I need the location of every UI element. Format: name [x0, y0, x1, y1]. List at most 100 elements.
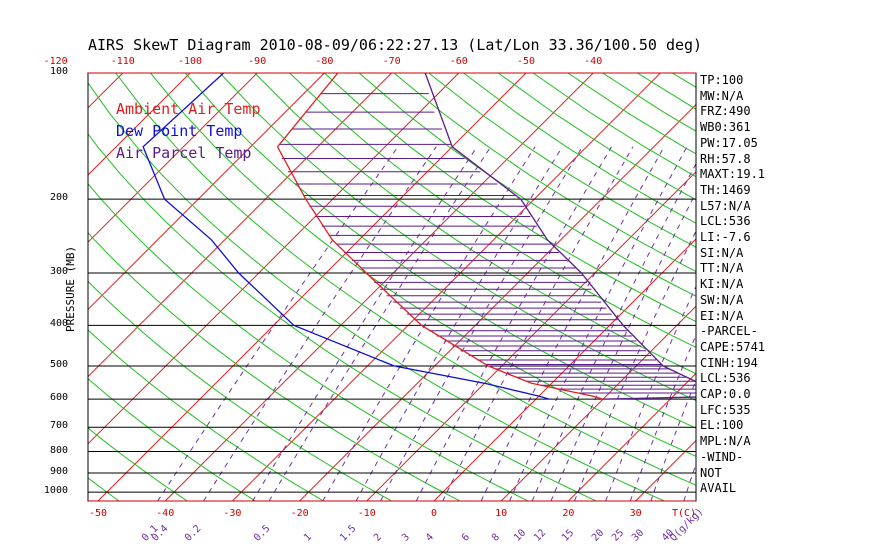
pressure-tick-label: 500	[49, 358, 68, 370]
stat-item: SW:N/A	[700, 292, 744, 307]
dry-adiabat-line	[358, 73, 696, 297]
pressure-tick-label: 900	[49, 465, 68, 477]
stat-item: WB0:361	[700, 120, 751, 135]
top-temp-tick-label: -60	[449, 56, 468, 67]
stat-item: LCL:536	[700, 214, 751, 229]
stat-item: L57:N/A	[700, 198, 751, 213]
dry-adiabat-line	[88, 427, 188, 501]
dry-adiabat-line	[115, 73, 696, 486]
pressure-tick-label: 100	[49, 66, 68, 77]
mixing-ratio-line	[355, 146, 563, 501]
top-temp-tick-label: -80	[315, 56, 334, 67]
isotherm-line	[88, 73, 124, 109]
stat-item: EI:N/A	[700, 308, 744, 323]
stat-item: TP:100	[700, 73, 744, 87]
dry-adiabat-line	[88, 82, 665, 501]
legend-parcel-label: Air Parcel Temp	[116, 144, 252, 162]
stat-item: EL:100	[700, 418, 744, 433]
stat-item: LI:-7.6	[700, 230, 751, 244]
top-temp-tick-label: -50	[516, 56, 536, 67]
isotherm-line	[568, 372, 696, 501]
ambient-temp-line	[276, 73, 604, 400]
mixing-ratio-line	[415, 146, 612, 501]
mixing-ratio-line	[550, 191, 696, 501]
dry-adiabat-line	[88, 377, 256, 501]
bottom-temp-tick-label: -20	[290, 508, 309, 519]
dry-adiabat-line	[428, 73, 696, 248]
dry-adiabat-line	[88, 133, 597, 501]
bottom-temp-tick-label: -30	[223, 508, 242, 519]
pressure-tick-label: 600	[49, 392, 68, 404]
isotherm-line	[0, 73, 56, 501]
top-temp-tick-label: -90	[248, 56, 267, 67]
legend-dewpoint: Dew Point Temp	[116, 122, 242, 140]
stat-item: -WIND-	[700, 449, 744, 464]
stat-item: LCL:536	[700, 371, 751, 386]
dry-adiabat-line	[88, 329, 324, 501]
pressure-tick-label: 200	[49, 192, 68, 204]
isotherm-line	[88, 73, 258, 243]
stat-item: PW:17.05	[700, 135, 758, 150]
stat-item: CAPE:5741	[700, 339, 766, 354]
top-temp-tick-label: -40	[584, 56, 603, 67]
top-temp-tick-label: -110	[110, 56, 135, 67]
pressure-tick-label: 400	[49, 318, 68, 330]
mixing-ratio-line	[268, 146, 492, 501]
dry-adiabat-line	[0, 73, 51, 501]
stat-item: KI:N/A	[700, 277, 744, 292]
stat-item: MPL:N/A	[700, 434, 751, 449]
stat-item: TT:N/A	[700, 261, 744, 276]
bottom-temp-tick-label: 0	[430, 508, 438, 519]
pressure-tick-label: 700	[49, 420, 68, 432]
dewpoint-line	[142, 73, 550, 400]
stat-item: LFC:535	[700, 402, 751, 417]
bottom-temp-tick-label: 30	[629, 508, 642, 519]
x-axis-label: T(C)	[671, 508, 697, 519]
dry-adiabat-line	[88, 183, 529, 501]
mixing-ratio-line	[480, 146, 665, 501]
stat-item: AVAIL	[700, 481, 737, 496]
dry-adiabat-line	[88, 477, 120, 501]
stat-item: MW:N/A	[700, 88, 744, 103]
bottom-temp-tick-label: -50	[88, 508, 108, 519]
isotherm-line	[770, 73, 870, 501]
stat-item: MAXT:19.1	[700, 167, 766, 182]
dry-adiabat-line	[254, 73, 696, 375]
isotherm-line	[164, 73, 594, 501]
pressure-tick-label: 800	[49, 444, 68, 456]
top-temp-tick-label: -120	[43, 56, 68, 67]
top-temp-tick-label: -100	[177, 56, 203, 67]
pressure-tick-label: 300	[49, 265, 68, 277]
dry-adiabat-line	[150, 73, 696, 457]
pressure-tick-label: 1000	[43, 485, 68, 497]
mixing-ratio-line	[157, 146, 399, 501]
stat-item: RH:57.8	[700, 151, 751, 166]
isotherm-line	[97, 73, 527, 501]
chart-title: AIRS SkewT Diagram 2010-08-09/06:22:27.1…	[88, 36, 703, 54]
mixing-ratio-line	[322, 146, 536, 501]
stat-item: -PARCEL-	[700, 324, 758, 339]
isotherm-line	[299, 103, 696, 501]
legend-ambient-label: Ambient Air Temp	[116, 100, 261, 118]
isotherm-line	[837, 73, 870, 501]
parcel-temp-line	[424, 73, 696, 400]
dry-adiabat-line	[324, 73, 696, 323]
dry-adiabat-line	[289, 73, 696, 348]
stat-item: NOT	[700, 465, 722, 480]
dry-adiabat-line	[88, 232, 461, 501]
dry-adiabat-line	[393, 73, 696, 273]
isotherm-line	[232, 73, 661, 501]
isotherm-line	[500, 305, 696, 501]
stat-item: TH:1469	[700, 182, 751, 197]
bottom-temp-tick-label: 20	[562, 508, 575, 519]
bottom-temp-tick-label: -10	[357, 508, 376, 519]
legend-dewpoint-label: Dew Point Temp	[116, 122, 243, 140]
stat-item: SI:N/A	[700, 245, 744, 260]
isotherm-line	[88, 73, 325, 311]
stat-item: FRZ:490	[700, 104, 751, 119]
legend-ambient: Ambient Air Temp	[116, 100, 261, 118]
dry-adiabat-line	[463, 73, 696, 224]
top-temp-tick-label: -70	[382, 56, 401, 67]
bottom-temp-tick-label: -40	[156, 508, 175, 519]
